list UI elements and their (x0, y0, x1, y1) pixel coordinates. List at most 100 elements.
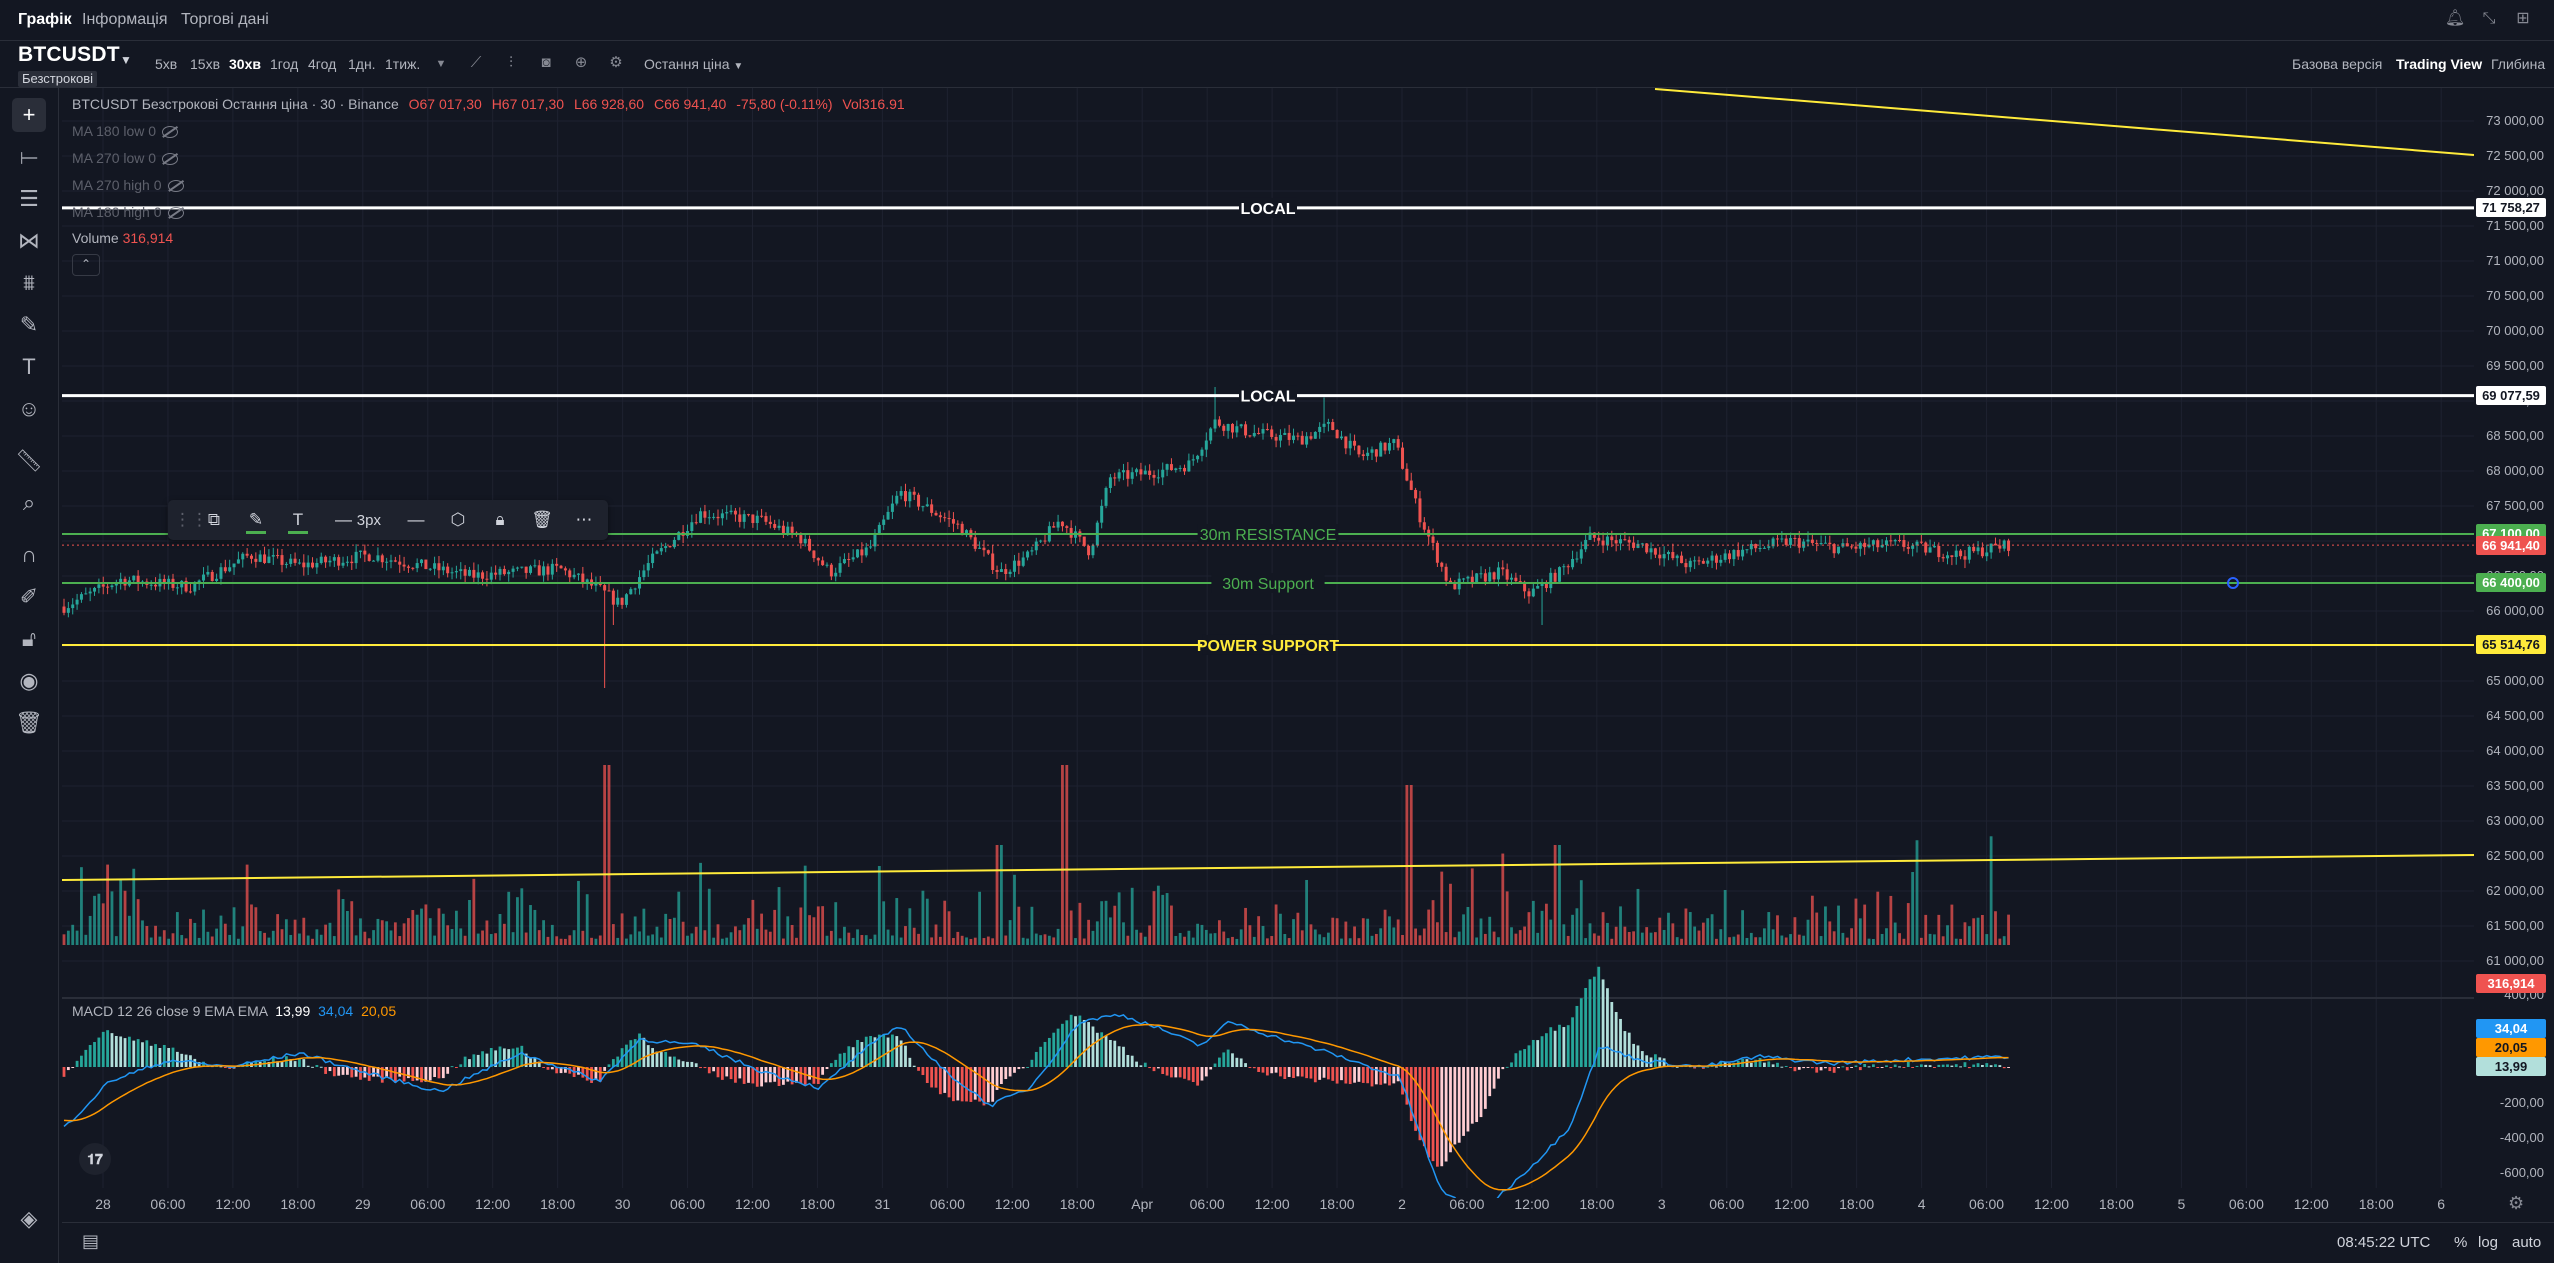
indicators-icon[interactable]: ⫶ (509, 54, 513, 71)
tab-trading-data[interactable]: Торгові дані (181, 11, 269, 28)
timeframe-dropdown-icon[interactable]: ▼ (435, 58, 447, 70)
macd-histogram-bar (1510, 1062, 1513, 1067)
settings-icon[interactable]: ⚙︎ (609, 54, 623, 71)
macd-histogram-bar (816, 1067, 820, 1085)
log-toggle[interactable]: log (2478, 1234, 2499, 1251)
drag-handle-icon[interactable]: ⋮⋮ (174, 510, 208, 529)
hidden-eye-icon[interactable] (162, 126, 179, 139)
camera-icon[interactable]: ◙ (541, 54, 551, 71)
add-icon[interactable]: ⊕ (574, 54, 588, 71)
candle-body (1858, 542, 1862, 549)
candle-body (228, 567, 232, 572)
indicator-macd[interactable]: MACD 12 26 close 9 EMA EMA 13,99 34,04 2… (72, 1003, 396, 1019)
candle-body (1954, 550, 1958, 557)
timeframe-1h[interactable]: 1год (270, 56, 299, 72)
zoom-icon[interactable]: ⌕ (22, 490, 36, 515)
emoji-icon[interactable]: ☺ (17, 396, 41, 421)
price-type-select[interactable]: Остання ціна ▼ (644, 56, 743, 72)
volume-bar (1113, 905, 1117, 945)
lock-icon[interactable]: 🔓︎ (21, 626, 37, 651)
legend-close: C66 941,40 (653, 96, 727, 112)
ruler-icon[interactable]: 📏︎ (15, 448, 43, 473)
settings-icon[interactable]: ⬡ (450, 510, 466, 529)
crosshair-icon[interactable]: + (12, 98, 46, 132)
trash-icon[interactable]: 🗑︎ (531, 510, 553, 529)
tab-info[interactable]: Інформація (82, 11, 168, 28)
bell-icon[interactable]: 🔔︎ (2444, 10, 2466, 27)
line-width-select[interactable]: — 3px (335, 510, 381, 529)
layers-icon[interactable]: ◈ (20, 1206, 38, 1231)
volume-bar (1344, 921, 1348, 945)
utc-clock[interactable]: 08:45:22 UTC (2337, 1234, 2431, 1251)
line-style-icon[interactable]: — (407, 510, 425, 529)
view-trading-view[interactable]: Trading View (2396, 56, 2483, 72)
trash-icon[interactable]: 🗑︎ (15, 710, 43, 735)
symbol-name[interactable]: BTCUSDT (18, 43, 120, 66)
time-tick-label: 06:00 (150, 1196, 186, 1212)
macd-histogram-bar (1143, 1062, 1147, 1067)
percent-toggle[interactable]: % (2454, 1234, 2468, 1251)
timeframe-5m[interactable]: 5хв (155, 56, 178, 72)
lock-drawing-icon[interactable]: ✐ (19, 584, 39, 609)
macd-histogram-bar (1972, 1064, 1976, 1067)
macd-histogram-bar (1200, 1067, 1204, 1081)
timeframe-1d[interactable]: 1дн. (348, 56, 376, 72)
macd-histogram-bar (1100, 1032, 1104, 1067)
macd-histogram-bar (420, 1067, 423, 1083)
fib-icon[interactable]: ☰ (19, 186, 39, 211)
candle-body (467, 569, 471, 576)
brush-icon[interactable]: ✎ (19, 312, 39, 337)
indicator-ma180-low[interactable]: MA 180 low 0 (72, 123, 179, 139)
hidden-eye-icon[interactable] (162, 153, 179, 166)
view-depth[interactable]: Глибина (2491, 56, 2546, 72)
indicator-ma270-high[interactable]: MA 270 high 0 (72, 177, 184, 193)
line-color-icon[interactable]: ✎ (244, 508, 268, 534)
more-icon[interactable]: ⋯ (575, 510, 593, 529)
candle-body (1152, 475, 1156, 478)
indicator-ma180-high[interactable]: MA 180 high 0 (72, 204, 184, 220)
axis-settings-icon[interactable]: ⚙︎ (2508, 1193, 2525, 1213)
calendar-icon[interactable]: ▤ (82, 1231, 100, 1251)
timeframe-15m[interactable]: 15хв (190, 56, 221, 72)
text-color-icon[interactable]: T (286, 508, 310, 534)
hidden-eye-icon[interactable] (167, 207, 184, 220)
view-basic[interactable]: Базова версія (2292, 56, 2383, 72)
candle-body (258, 554, 262, 562)
timeframe-30m[interactable]: 30хв (229, 56, 261, 72)
trend-line-icon[interactable]: ⟝ (19, 144, 39, 169)
timeframe-4h[interactable]: 4год (308, 56, 337, 72)
volume-bar (1231, 936, 1234, 945)
text-tool-icon[interactable]: T (22, 354, 36, 379)
collapse-legend-button[interactable]: ⌃ (72, 254, 100, 276)
chevron-down-icon[interactable]: ▼ (120, 53, 132, 67)
measure-tools-icon[interactable]: ⩩ (23, 270, 35, 295)
volume-bar (1723, 889, 1727, 945)
hidden-eye-icon[interactable] (167, 180, 184, 193)
collapse-icon[interactable]: ⤡ (2482, 10, 2496, 27)
timeframe-1w[interactable]: 1тиж. (385, 56, 421, 72)
templates-icon[interactable]: ⧉ (207, 510, 221, 529)
volume-bar (616, 937, 620, 945)
tab-chart[interactable]: Графік (18, 11, 72, 28)
eye-icon[interactable]: ◉ (19, 668, 39, 693)
volume-bar (114, 936, 118, 945)
macd-histogram-bar (415, 1067, 419, 1081)
volume-bar (795, 937, 798, 945)
macd-histogram-bar (1279, 1067, 1282, 1077)
volume-bar (1693, 926, 1697, 945)
indicator-ma270-low[interactable]: MA 270 low 0 (72, 150, 179, 166)
lock-icon[interactable]: 🔒︎ (495, 510, 505, 529)
auto-toggle[interactable]: auto (2512, 1234, 2542, 1251)
macd-histogram-bar (1575, 1005, 1579, 1067)
macd-histogram-bar (66, 1067, 70, 1071)
volume-bar (1348, 938, 1352, 945)
volume-bar (1919, 937, 1923, 945)
chart-type-icon[interactable]: ⟋ (470, 54, 482, 71)
candle-body (890, 503, 894, 512)
layout-grid-icon[interactable]: ⊞ (2516, 10, 2530, 27)
indicator-volume[interactable]: Volume 316,914 (72, 230, 173, 246)
price-chart[interactable]: LOCAL LOCAL 30m RESISTANCE 30m Support POWER… (62, 88, 2474, 1198)
pattern-icon[interactable]: ⋈ (18, 228, 40, 253)
candle-body (184, 580, 188, 592)
magnet-icon[interactable]: ∩ (21, 542, 37, 567)
